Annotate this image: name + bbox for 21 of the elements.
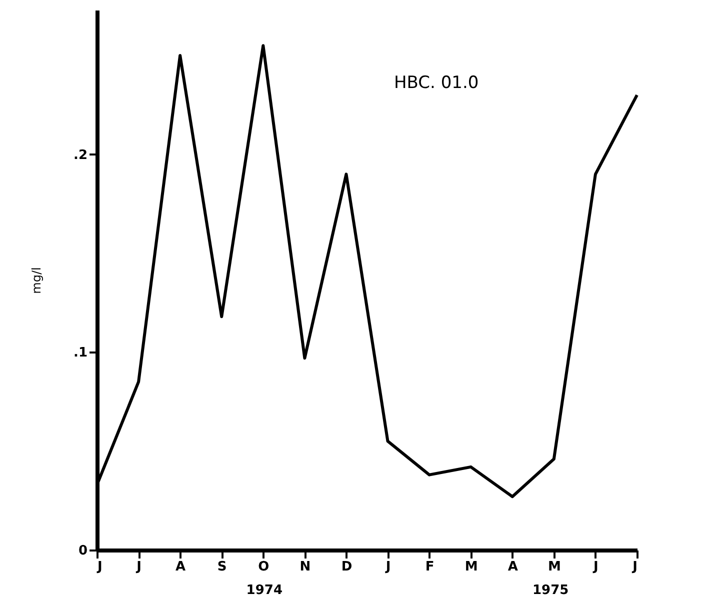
text: 1975 [532,583,569,598]
x-tick-label: S [217,560,227,574]
text: HBC. 01.0 [394,72,479,93]
x-tick-label: D [341,560,352,574]
x-tick-label: N [300,560,311,574]
x-tick-label: M [548,560,561,574]
x-tick-label: F [425,560,434,574]
y-axis-title: mg/l [30,267,44,294]
y-tick-label: 0 [78,544,88,558]
text: 1974 [246,583,282,598]
x-tick-label: A [176,560,186,574]
x-tick-label: J [632,560,638,574]
x-tick-label: A [508,560,518,574]
x-tick-label: J [384,560,391,574]
x-tick-label: J [136,560,142,574]
x-tick-label: J [592,560,598,574]
x-tick-label: J [96,560,102,574]
x-tick-label: O [258,560,270,574]
x-tick-label: M [464,560,478,574]
y-tick-label: .1 [74,346,88,361]
y-tick-label: .2 [74,148,88,163]
